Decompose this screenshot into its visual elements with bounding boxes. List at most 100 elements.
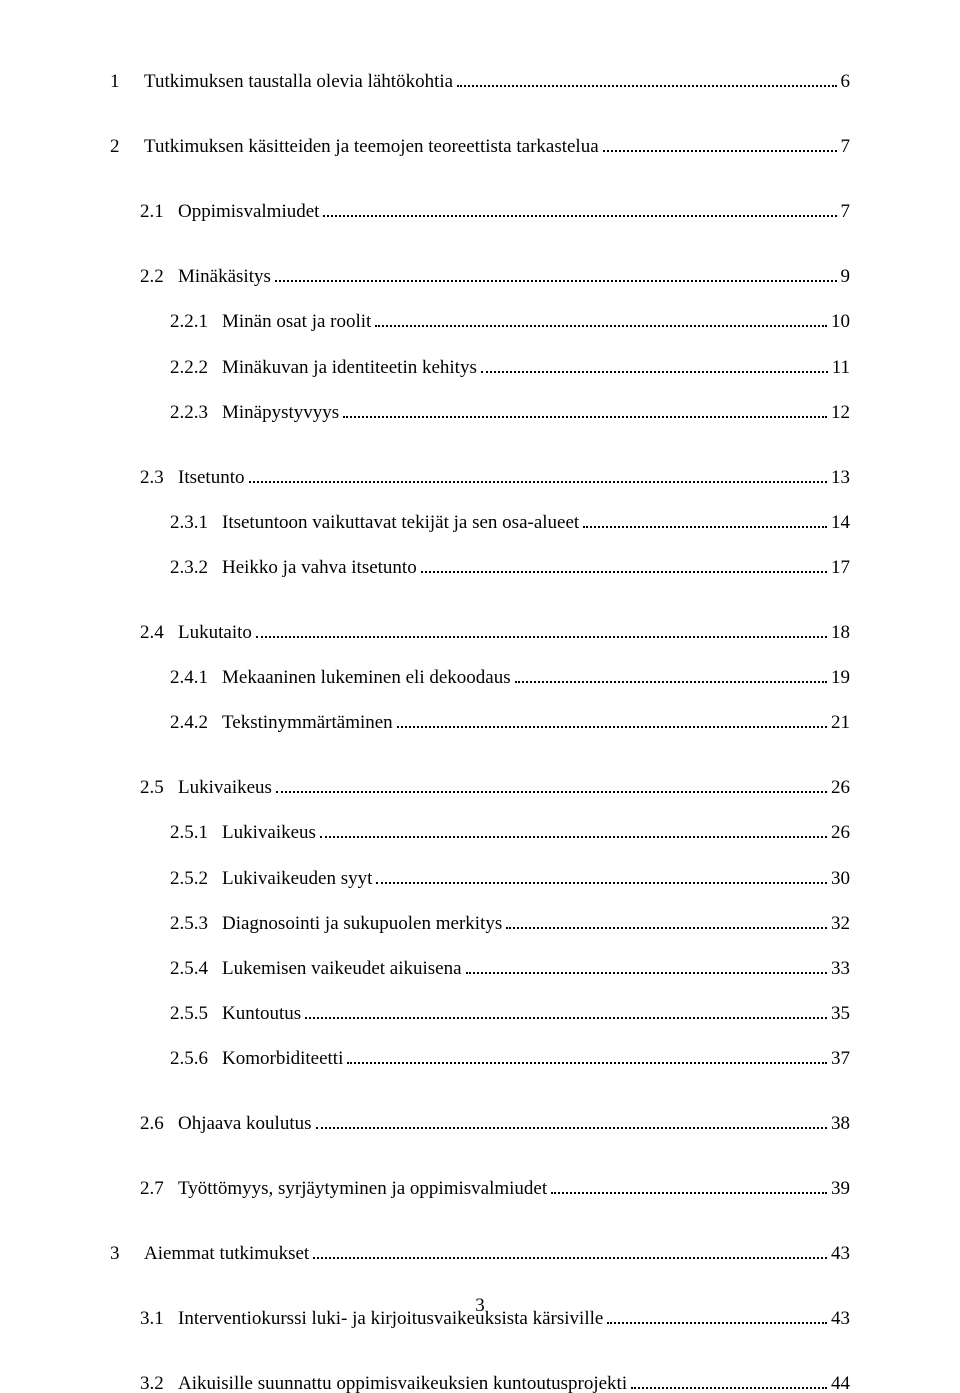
toc-entry-title: Minäpystyvyys xyxy=(222,403,339,422)
toc-entry-number: 2.7 xyxy=(140,1179,178,1198)
toc-entry-number: 3 xyxy=(110,1244,144,1263)
toc-entry-number: 2.3 xyxy=(140,468,178,487)
toc-entry-page: 30 xyxy=(831,869,850,888)
toc-leader-dots xyxy=(249,466,828,483)
toc-entry-page: 26 xyxy=(831,778,850,797)
toc-entry-title: Minän osat ja roolit xyxy=(222,312,371,331)
toc-leader-dots xyxy=(347,1047,827,1064)
toc-leader-dots xyxy=(323,200,836,217)
toc-entry-number: 2.5.6 xyxy=(170,1049,222,1068)
toc-entry: 2.5.1Lukivaikeus 26 xyxy=(110,821,850,842)
toc-leader-dots xyxy=(603,135,837,152)
toc-entry-title: Minäkuvan ja identiteetin kehitys xyxy=(222,358,477,377)
toc-entry: 1Tutkimuksen taustalla olevia lähtökohti… xyxy=(110,70,850,91)
toc-leader-dots xyxy=(320,821,827,838)
toc-group: 2.7Työttömyys, syrjäytyminen ja oppimisv… xyxy=(110,1177,850,1198)
toc-entry-page: 33 xyxy=(831,959,850,978)
toc-entry-number: 2.3.1 xyxy=(170,513,222,532)
toc-entry: 2.3.1Itsetuntoon vaikuttavat tekijät ja … xyxy=(110,511,850,532)
toc-entry-page: 12 xyxy=(831,403,850,422)
toc-entry: 2Tutkimuksen käsitteiden ja teemojen teo… xyxy=(110,135,850,156)
toc-group: 2.1Oppimisvalmiudet 7 xyxy=(110,200,850,221)
toc-entry: 2.6Ohjaava koulutus38 xyxy=(110,1112,850,1133)
toc-entry-page: 32 xyxy=(831,914,850,933)
toc-entry: 2.4.2Tekstinymmärtäminen21 xyxy=(110,711,850,732)
toc-entry-page: 35 xyxy=(831,1004,850,1023)
toc-entry-title: Itsetunto xyxy=(178,468,245,487)
toc-entry-page: 7 xyxy=(841,202,851,221)
toc-entry-number: 2 xyxy=(110,137,144,156)
toc-entry: 2.2.2Minäkuvan ja identiteetin kehitys11 xyxy=(110,355,850,376)
toc-entry-title: Kuntoutus xyxy=(222,1004,301,1023)
toc-group: 2.3Itsetunto 13 2.3.1Itsetuntoon vaikuttav… xyxy=(110,466,850,577)
toc-entry-page: 6 xyxy=(841,72,851,91)
toc-entry-page: 44 xyxy=(831,1374,850,1393)
toc-entry-number: 2.5.4 xyxy=(170,959,222,978)
toc-entry-number: 2.1 xyxy=(140,202,178,221)
toc-entry-title: Diagnosointi ja sukupuolen merkitys xyxy=(222,914,502,933)
toc-leader-dots xyxy=(481,355,828,372)
toc-entry-title: Komorbiditeetti xyxy=(222,1049,343,1068)
toc-leader-dots xyxy=(457,70,836,87)
toc-entry: 2.2Minäkäsitys9 xyxy=(110,265,850,286)
toc-group: 2.6Ohjaava koulutus38 xyxy=(110,1112,850,1133)
toc-entry-page: 19 xyxy=(831,668,850,687)
toc-leader-dots xyxy=(515,666,827,683)
toc-entry-title: Lukivaikeuden syyt xyxy=(222,869,372,888)
toc-entry-title: Lukutaito xyxy=(178,623,252,642)
toc-entry-page: 37 xyxy=(831,1049,850,1068)
toc-entry-number: 2.4.2 xyxy=(170,713,222,732)
toc-group: 2.5Lukivaikeus262.5.1Lukivaikeus262.5.2L… xyxy=(110,776,850,1068)
toc-entry-page: 13 xyxy=(831,468,850,487)
toc-entry-page: 14 xyxy=(831,513,850,532)
toc-leader-dots xyxy=(305,1002,827,1019)
toc-leader-dots xyxy=(276,776,827,793)
toc-entry-page: 43 xyxy=(831,1244,850,1263)
toc-entry-number: 2.2 xyxy=(140,267,178,286)
toc-entry-number: 2.5.2 xyxy=(170,869,222,888)
toc-entry-title: Aiemmat tutkimukset xyxy=(144,1244,309,1263)
toc-group: 2Tutkimuksen käsitteiden ja teemojen teo… xyxy=(110,135,850,156)
toc-entry-title: Tekstinymmärtäminen xyxy=(222,713,393,732)
toc-group: 1Tutkimuksen taustalla olevia lähtökohti… xyxy=(110,70,850,91)
page-number: 3 xyxy=(0,1296,960,1315)
toc-group: 3.2Aikuisille suunnattu oppimisvaikeuksi… xyxy=(110,1372,850,1393)
toc-entry-title: Lukivaikeus xyxy=(222,823,316,842)
toc-entry-page: 17 xyxy=(831,558,850,577)
toc-entry-page: 9 xyxy=(841,267,851,286)
toc-leader-dots xyxy=(551,1177,827,1194)
toc-leader-dots xyxy=(343,401,827,418)
toc-entry-title: Itsetuntoon vaikuttavat tekijät ja sen o… xyxy=(222,513,579,532)
toc-leader-dots xyxy=(631,1372,827,1389)
toc-entry-title: Lukivaikeus xyxy=(178,778,272,797)
toc-leader-dots xyxy=(506,912,827,929)
toc-entry: 2.3Itsetunto 13 xyxy=(110,466,850,487)
toc-entry: 2.5Lukivaikeus 26 xyxy=(110,776,850,797)
toc-entry-title: Työttömyys, syrjäytyminen ja oppimisvalm… xyxy=(178,1179,547,1198)
toc-entry: 2.5.4Lukemisen vaikeudet aikuisena33 xyxy=(110,957,850,978)
toc-entry-number: 2.5.3 xyxy=(170,914,222,933)
toc-entry-number: 2.5.1 xyxy=(170,823,222,842)
toc-entry-title: Heikko ja vahva itsetunto xyxy=(222,558,417,577)
toc-leader-dots xyxy=(397,711,827,728)
toc-entry-page: 11 xyxy=(832,358,850,377)
toc-entry: 3Aiemmat tutkimukset 43 xyxy=(110,1242,850,1263)
toc-entry-number: 2.5.5 xyxy=(170,1004,222,1023)
toc-leader-dots xyxy=(375,310,827,327)
toc-leader-dots xyxy=(256,621,827,638)
toc-entry-page: 7 xyxy=(841,137,851,156)
toc-entry: 2.5.3Diagnosointi ja sukupuolen merkitys… xyxy=(110,912,850,933)
toc-entry-number: 2.4 xyxy=(140,623,178,642)
toc-entry-title: Oppimisvalmiudet xyxy=(178,202,319,221)
toc-entry-page: 18 xyxy=(831,623,850,642)
toc-entry-page: 26 xyxy=(831,823,850,842)
toc-leader-dots xyxy=(316,1112,827,1129)
toc-group: 2.4Lukutaito182.4.1Mekaaninen lukeminen … xyxy=(110,621,850,732)
toc-entry-title: Aikuisille suunnattu oppimisvaikeuksien … xyxy=(178,1374,627,1393)
toc-entry-number: 2.3.2 xyxy=(170,558,222,577)
toc-entry: 2.4Lukutaito 18 xyxy=(110,621,850,642)
toc-leader-dots xyxy=(466,957,827,974)
toc-entry: 2.5.6Komorbiditeetti 37 xyxy=(110,1047,850,1068)
toc-entry-number: 3.2 xyxy=(140,1374,178,1393)
toc-entry-number: 2.5 xyxy=(140,778,178,797)
